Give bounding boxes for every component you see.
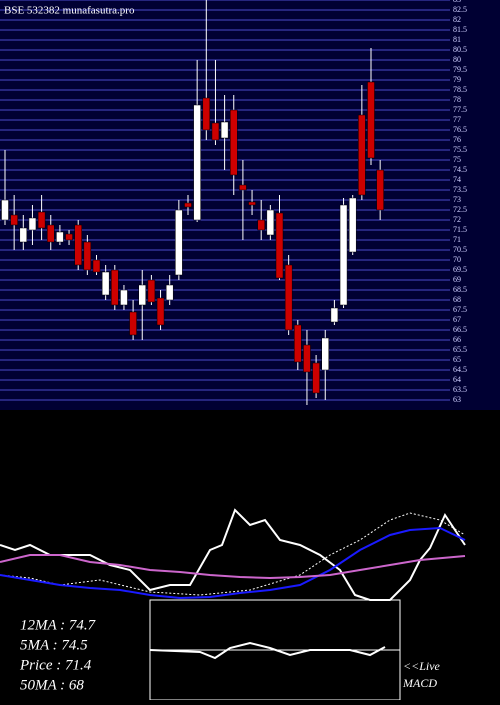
- candle-body: [37, 211, 46, 229]
- candle-body: [248, 201, 256, 206]
- y-tick-label: 71.5: [453, 225, 467, 234]
- y-tick-label: 78.5: [453, 85, 467, 94]
- y-tick-label: 79.5: [453, 65, 467, 74]
- y-tick-label: 70: [453, 255, 461, 264]
- chart-title: BSE 532382 munafasutra.pro: [4, 5, 135, 17]
- y-tick-label: 66.5: [453, 325, 467, 334]
- y-tick-label: 75: [453, 155, 461, 164]
- candle-body: [56, 231, 64, 243]
- y-tick-label: 69: [453, 275, 461, 284]
- candle-body: [230, 109, 238, 176]
- candle-body: [120, 289, 128, 306]
- y-tick-label: 79: [453, 75, 461, 84]
- y-tick-label: 68: [453, 295, 461, 304]
- candle-body: [321, 337, 329, 371]
- y-tick-label: 81.5: [453, 25, 467, 34]
- candle-body: [184, 202, 192, 208]
- y-tick-label: 68.5: [453, 285, 467, 294]
- y-tick-label: 81: [453, 35, 461, 44]
- y-tick-label: 80: [453, 55, 461, 64]
- candle-body: [211, 122, 220, 141]
- y-tick-label: 74.5: [453, 165, 467, 174]
- y-tick-label: 76: [453, 135, 461, 144]
- candle-body: [239, 184, 247, 191]
- candle-body: [147, 279, 156, 303]
- candle-body: [175, 209, 183, 276]
- candle-body: [156, 297, 165, 326]
- candle-body: [101, 271, 110, 296]
- y-tick-label: 77: [453, 115, 461, 124]
- macd-title: MACD: [402, 676, 437, 690]
- indicator-line: [0, 554, 466, 580]
- candle-body: [92, 259, 101, 273]
- candle-body: [367, 81, 375, 159]
- candle-body: [1, 199, 9, 221]
- candle-body: [294, 324, 302, 363]
- candle-body: [10, 214, 18, 226]
- y-tick-label: 66: [453, 335, 461, 344]
- candle-body: [129, 311, 137, 336]
- candle-body: [74, 224, 82, 266]
- y-tick-label: 73: [453, 195, 461, 204]
- live-link[interactable]: <<Live: [403, 659, 441, 673]
- y-tick-label: 65.5: [453, 345, 467, 354]
- candle-body: [312, 362, 320, 394]
- candle-body: [257, 219, 265, 231]
- y-tick-label: 75.5: [453, 145, 467, 154]
- candle-body: [19, 227, 28, 243]
- y-tick-label: 63: [453, 395, 461, 404]
- candle-body: [202, 97, 211, 131]
- indicator-label: 12MA : 74.7: [20, 617, 97, 633]
- indicator-label: 5MA : 74.5: [20, 637, 88, 653]
- y-tick-label: 63.5: [453, 385, 467, 394]
- candle-body: [47, 224, 55, 243]
- candle-body: [275, 212, 284, 279]
- y-tick-label: 83: [453, 0, 461, 4]
- y-tick-label: 73.5: [453, 185, 467, 194]
- y-tick-label: 82: [453, 15, 461, 24]
- y-tick-label: 72: [453, 215, 461, 224]
- candle-body: [220, 121, 229, 139]
- y-tick-label: 65: [453, 355, 461, 364]
- candle-body: [330, 307, 339, 323]
- macd-line: [149, 641, 386, 660]
- candle-body: [358, 114, 366, 196]
- indicator-line: [0, 526, 466, 600]
- candle-body: [28, 217, 37, 231]
- y-tick-label: 71: [453, 235, 461, 244]
- candle-body: [165, 284, 174, 301]
- candle-body: [376, 169, 384, 211]
- candle-body: [65, 233, 73, 241]
- indicator-label: 50MA : 68: [20, 677, 84, 693]
- indicator-line: [0, 508, 466, 601]
- y-tick-label: 77.5: [453, 105, 467, 114]
- candle-body: [193, 104, 201, 221]
- candle-body: [348, 197, 357, 253]
- candle-body: [284, 264, 293, 331]
- candle-body: [266, 209, 275, 236]
- candle-body: [138, 284, 146, 306]
- candle-body: [111, 269, 119, 306]
- y-tick-label: 80.5: [453, 45, 467, 54]
- candle-body: [303, 344, 311, 373]
- candle-body: [83, 241, 92, 271]
- y-tick-label: 64: [453, 375, 461, 384]
- y-tick-label: 72.5: [453, 205, 467, 214]
- y-tick-label: 76.5: [453, 125, 467, 134]
- y-tick-label: 64.5: [453, 365, 467, 374]
- y-tick-label: 67: [453, 315, 461, 324]
- y-tick-label: 78: [453, 95, 461, 104]
- y-tick-label: 67.5: [453, 305, 467, 314]
- y-tick-label: 74: [453, 175, 461, 184]
- y-tick-label: 70.5: [453, 245, 467, 254]
- indicator-line: [0, 512, 466, 596]
- y-tick-label: 69.5: [453, 265, 467, 274]
- candle-body: [339, 204, 348, 306]
- indicator-label: Price : 71.4: [19, 657, 92, 673]
- y-tick-label: 82.5: [453, 5, 467, 14]
